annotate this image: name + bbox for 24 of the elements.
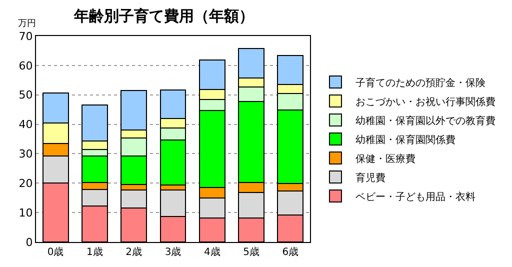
y-tick-label: 70 bbox=[18, 30, 33, 43]
x-tick-label: 2歳 bbox=[126, 246, 142, 258]
y-tick-label: 0 bbox=[26, 236, 33, 249]
y-tick-label: 50 bbox=[18, 88, 33, 102]
chart-title: 年齢別子育て費用（年額） bbox=[72, 7, 254, 26]
x-tick-label: 5歳 bbox=[243, 246, 260, 258]
legend-label: ベビー・子ども用品・衣料 bbox=[355, 190, 476, 203]
legend-label: 幼稚園・保育園以外での教育費 bbox=[355, 114, 496, 127]
y-tick-label: 30 bbox=[18, 148, 33, 161]
x-tick-label: 6歳 bbox=[282, 246, 299, 258]
x-tick-label: 1歳 bbox=[86, 246, 103, 258]
x-tick-label: 3歳 bbox=[164, 246, 182, 258]
y-tick-label: 40 bbox=[18, 118, 33, 132]
legend-label: 育児費 bbox=[355, 172, 386, 184]
x-tick-label: 4歳 bbox=[204, 246, 220, 258]
y-tick-label: 20 bbox=[18, 176, 33, 190]
legend-label: 子育てのための預貯金・保険 bbox=[355, 76, 486, 89]
x-tick-label: 0歳 bbox=[47, 246, 64, 258]
y-tick-label: 10 bbox=[18, 206, 33, 220]
y-axis-title: 万円 bbox=[18, 19, 36, 29]
legend-label: 幼稚園・保育園関係費 bbox=[355, 134, 456, 146]
legend-label: 保健・医療費 bbox=[355, 152, 416, 165]
y-tick-label: 60 bbox=[18, 59, 33, 72]
legend-label: おこづかい・お祝い行事関係費 bbox=[355, 96, 496, 108]
